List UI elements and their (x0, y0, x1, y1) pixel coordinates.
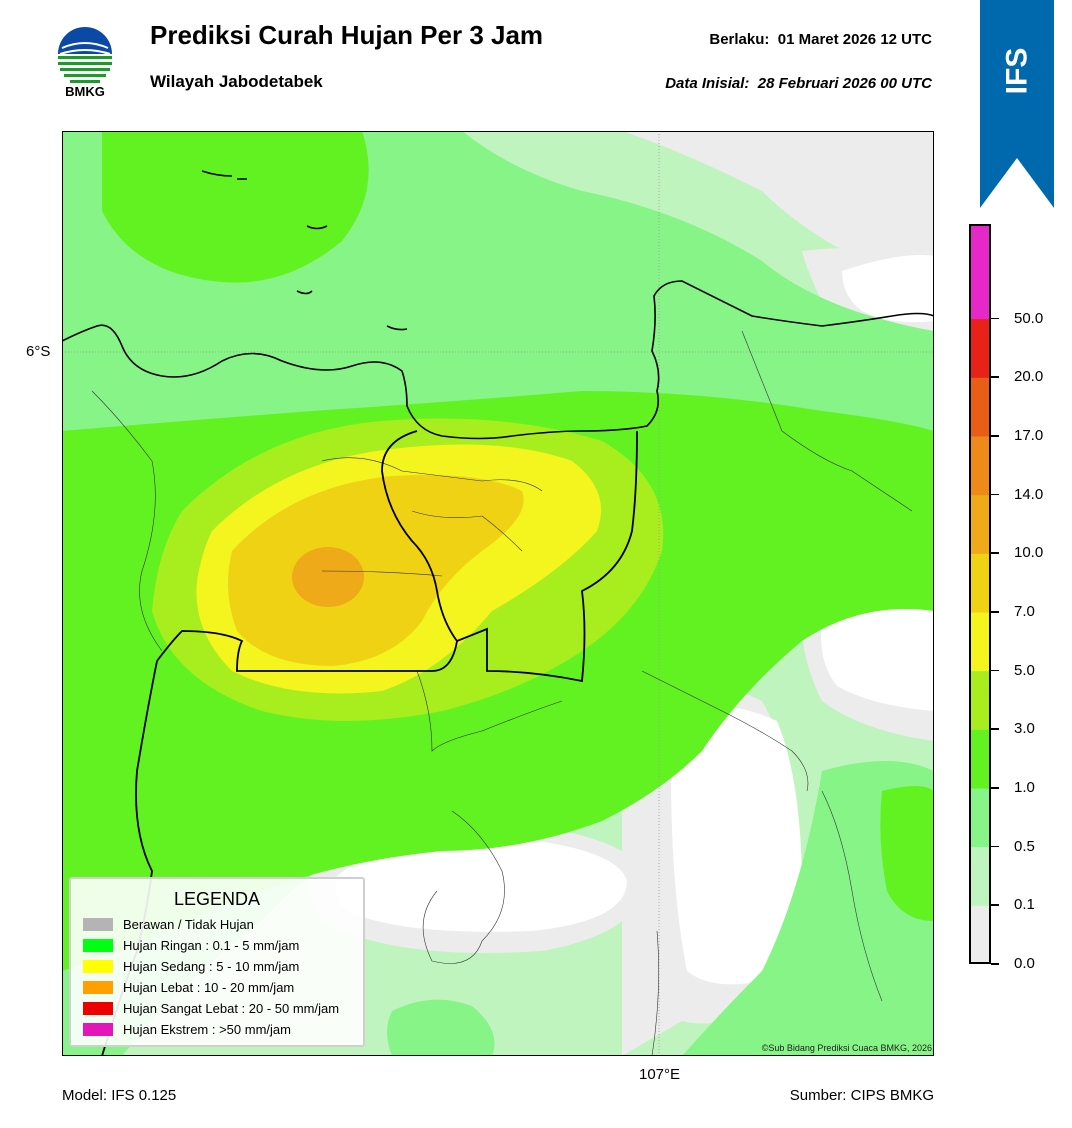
colorbar-tick-label: 7.0 (1014, 603, 1035, 620)
colorbar-tick-mark (991, 435, 999, 437)
init-time: Data Inisial: 28 Februari 2026 00 UTC (665, 75, 932, 92)
ribbon-label: IFS (999, 47, 1033, 95)
map-title: Prediksi Curah Hujan Per 3 Jam (150, 20, 544, 50)
colorbar-tick-label: 50.0 (1014, 309, 1044, 327)
colorbar-segment (969, 494, 991, 554)
longitude-label: 107°E (639, 1066, 681, 1083)
colorbar-segment (969, 670, 991, 730)
colorbar-segment (969, 318, 991, 378)
colorbar-frame (969, 224, 991, 964)
colorbar-segment (969, 788, 991, 848)
colorbar-tick-mark (991, 611, 999, 613)
colorbar-tick-label: 1.0 (1014, 779, 1035, 796)
colorbar-tick-mark (991, 963, 999, 965)
init-time-value: 28 Februari 2026 00 UTC (757, 75, 932, 92)
source-label: Sumber: CIPS BMKG (789, 1087, 934, 1104)
legend-swatch (83, 938, 113, 952)
colorbar (969, 224, 991, 964)
legend-swatch (83, 917, 113, 931)
colorbar-tick-mark (991, 728, 999, 730)
district-boundaries (91, 330, 913, 1056)
colorbar-tick-mark (991, 493, 999, 496)
colorbar-segment (969, 260, 991, 320)
colorbar-segment-extreme (969, 224, 991, 261)
colorbar-tick-mark (991, 669, 999, 672)
colorbar-tick-label: 5.0 (1014, 661, 1035, 679)
init-time-label: Data Inisial: (665, 75, 750, 92)
colorbar-tick-label: 0.0 (1014, 955, 1035, 972)
colorbar-tick-mark (991, 317, 999, 320)
colorbar-segment (969, 436, 991, 496)
legend-swatch (83, 1022, 113, 1036)
legend-item: Hujan Sangat Lebat : 20 - 50 mm/jam (83, 1000, 339, 1016)
colorbar-tick-mark (991, 904, 999, 906)
colorbar-segment (969, 729, 991, 789)
legend-box: LEGENDA Berawan / Tidak Hujan Hujan Ring… (69, 877, 365, 1047)
valid-time: Berlaku: 01 Maret 2026 12 UTC (709, 31, 932, 48)
ribbon-label-container: IFS (980, 36, 1054, 106)
legend-swatch (83, 1001, 113, 1015)
colorbar-tick-mark (991, 376, 999, 378)
valid-time-value: 01 Maret 2026 12 UTC (777, 31, 932, 48)
bmkg-logo (58, 27, 112, 83)
colorbar-tick-label: 20.0 (1014, 368, 1044, 386)
legend-label: Hujan Ringan : 0.1 - 5 mm/jam (123, 937, 300, 953)
colorbar-segment (969, 612, 991, 672)
colorbar-tick-mark (991, 787, 999, 789)
coastline (62, 170, 934, 440)
copyright-text: ©Sub Bidang Prediksi Cuaca BMKG, 2026 (761, 1043, 932, 1053)
colorbar-tick-label: 14.0 (1014, 485, 1044, 503)
colorbar-tick-label: 0.5 (1014, 837, 1035, 855)
colorbar-segment (969, 377, 991, 437)
legend-label: Berawan / Tidak Hujan (123, 916, 254, 932)
colorbar-segment (969, 846, 991, 906)
valid-time-label: Berlaku: (709, 31, 770, 48)
colorbar-tick-label: 17.0 (1014, 427, 1044, 444)
colorbar-tick-mark (991, 552, 999, 554)
legend-item: Hujan Ekstrem : >50 mm/jam (83, 1021, 291, 1037)
logo-text: BMKG (65, 84, 105, 99)
legend-swatch (83, 980, 113, 994)
legend-label: Hujan Lebat : 10 - 20 mm/jam (123, 979, 295, 995)
colorbar-tick-label: 10.0 (1014, 544, 1044, 562)
legend-label: Hujan Ekstrem : >50 mm/jam (123, 1021, 291, 1037)
latitude-label: 6°S (26, 343, 51, 360)
colorbar-tick-label: 0.1 (1014, 896, 1035, 914)
legend-label: Hujan Sedang : 5 - 10 mm/jam (123, 958, 300, 974)
legend-item: Hujan Lebat : 10 - 20 mm/jam (83, 979, 294, 995)
legend-item: Hujan Sedang : 5 - 10 mm/jam (83, 958, 299, 974)
model-label: Model: IFS 0.125 (62, 1087, 177, 1104)
legend-swatch (83, 959, 113, 973)
colorbar-tick-mark (991, 845, 999, 848)
colorbar-segment (969, 905, 991, 964)
legend-label: Hujan Sangat Lebat : 20 - 50 mm/jam (123, 1000, 340, 1016)
legend-title: LEGENDA (173, 889, 261, 909)
map-subtitle: Wilayah Jabodetabek (150, 72, 323, 91)
colorbar-segment (969, 553, 991, 613)
colorbar-tick-label: 3.0 (1014, 720, 1035, 738)
legend-item: Berawan / Tidak Hujan (83, 916, 254, 932)
legend-item: Hujan Ringan : 0.1 - 5 mm/jam (83, 937, 299, 953)
ifs-ribbon (980, 0, 1054, 208)
